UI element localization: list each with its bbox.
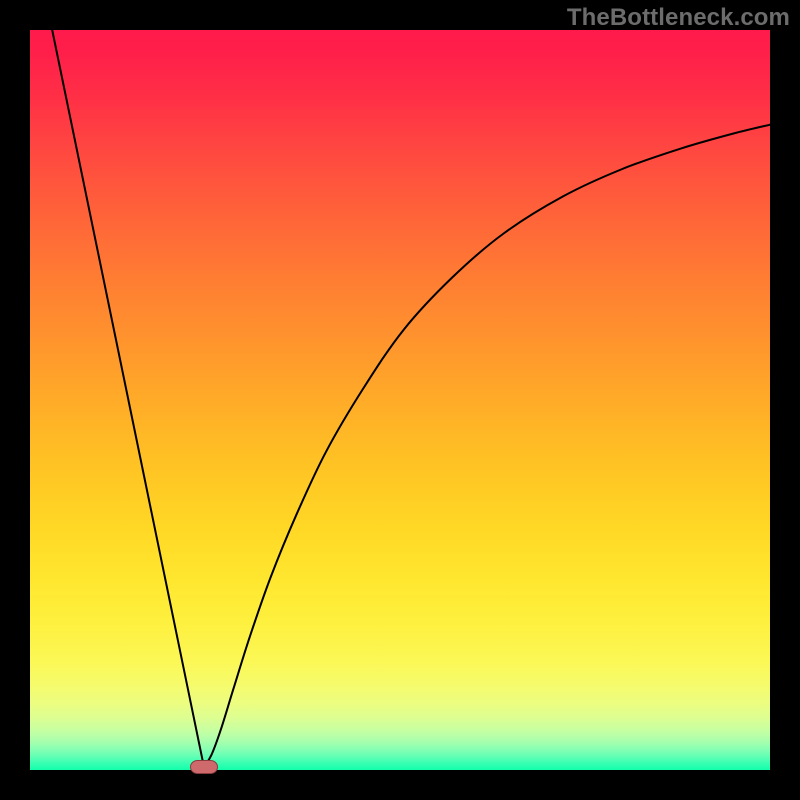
figure-root: { "canvas": { "width": 800, "height": 80…: [0, 0, 800, 800]
attribution-link[interactable]: TheBottleneck.com: [0, 0, 800, 800]
watermark-text: TheBottleneck.com: [567, 4, 790, 32]
